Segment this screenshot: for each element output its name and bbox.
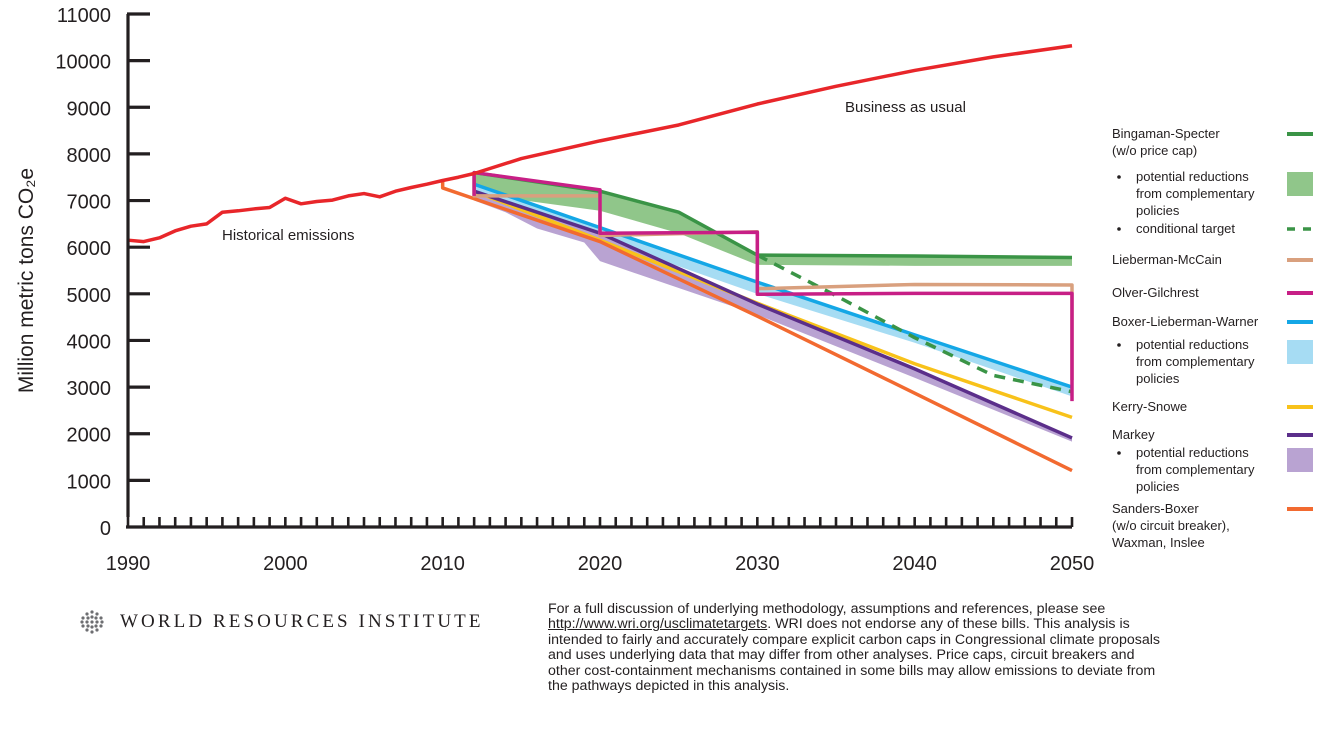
legend-swatch-box bbox=[1287, 172, 1313, 196]
note-text-before: For a full discussion of underlying meth… bbox=[548, 601, 1106, 617]
legend-entry-10-sanders-boxer: Sanders-Boxer (w/o circuit breaker), Waxma… bbox=[1112, 501, 1313, 550]
legend-label: policies bbox=[1136, 371, 1180, 386]
series-line-markey bbox=[473, 189, 1073, 440]
legend-bullet bbox=[1117, 343, 1121, 347]
legend-label: Markey bbox=[1112, 427, 1155, 442]
series-line-kerry-snowe bbox=[473, 189, 1073, 420]
x-tick-label-2030: 2030 bbox=[735, 553, 780, 575]
series-line-sanders-boxer-w-o-circuit-breaker-waxman-inslee bbox=[440, 180, 1073, 473]
legend-bullet bbox=[1117, 175, 1121, 179]
legend-swatch-box bbox=[1287, 448, 1313, 472]
methodology-link[interactable]: http://www.wri.org/usclimatetargets bbox=[548, 616, 768, 633]
legend-entry-7-kerry-snowe: Kerry-Snowe bbox=[1112, 399, 1313, 414]
legend-entry-6-potential-reductions: potential reductions from complementary po… bbox=[1117, 337, 1313, 386]
x-tick-label-2020: 2020 bbox=[578, 553, 623, 575]
legend-swatch-box bbox=[1287, 340, 1313, 364]
series-line-olver-gilchrest bbox=[472, 170, 1074, 402]
legend-label: Waxman, Inslee bbox=[1112, 535, 1205, 550]
legend-label: (w/o price cap) bbox=[1112, 143, 1197, 158]
y-tick-label-11000: 11000 bbox=[57, 5, 111, 27]
legend-label: Olver-Gilchrest bbox=[1112, 285, 1199, 300]
x-tick-label-2010: 2010 bbox=[420, 553, 465, 575]
series-line-conditional-target bbox=[756, 253, 1073, 394]
y-tick-label-9000: 9000 bbox=[67, 98, 112, 120]
legend-label: (w/o circuit breaker), bbox=[1112, 518, 1230, 533]
y-tick-label-4000: 4000 bbox=[67, 331, 112, 353]
y-tick-label-7000: 7000 bbox=[67, 192, 112, 214]
methodology-note: For a full discussion of underlying meth… bbox=[548, 601, 1168, 695]
legend-label: Boxer-Lieberman-Warner bbox=[1112, 314, 1259, 329]
wri-logo-text: WORLD RESOURCES INSTITUTE bbox=[120, 611, 484, 632]
legend-entry-0-bingaman-specter: Bingaman-Specter (w/o price cap) bbox=[1112, 126, 1313, 158]
annotation-historical-emissions: Historical emissions bbox=[222, 227, 355, 244]
series-line-business-as-usual bbox=[473, 43, 1073, 176]
legend-bullet bbox=[1117, 227, 1121, 231]
y-axis-label: Million metric tons CO₂e bbox=[15, 168, 38, 393]
legend-entry-5-boxer-lieberman-warner: Boxer-Lieberman-Warner bbox=[1112, 314, 1313, 329]
legend-label: potential reductions bbox=[1136, 337, 1249, 352]
wri-logo: WORLD RESOURCES INSTITUTE bbox=[78, 608, 484, 636]
legend-label: from complementary bbox=[1136, 462, 1255, 477]
x-tick-label-1990: 1990 bbox=[106, 553, 151, 575]
axes: 0 1000 2000 3000 4000 5000 6000 7000 8000 9000 100… bbox=[15, 5, 1094, 575]
legend-entry-9-potential-reductions: potential reductions from complementary po… bbox=[1117, 445, 1313, 494]
legend-label: Sanders-Boxer bbox=[1112, 501, 1199, 516]
y-tick-label-10000: 10000 bbox=[55, 52, 111, 74]
legend-label: from complementary bbox=[1136, 354, 1255, 369]
legend-label: potential reductions bbox=[1136, 169, 1249, 184]
legend-entry-3-lieberman-mccain: Lieberman-McCain bbox=[1112, 252, 1313, 267]
legend-label: Kerry-Snowe bbox=[1112, 399, 1187, 414]
y-tick-label-8000: 8000 bbox=[67, 145, 112, 167]
x-tick-label-2050: 2050 bbox=[1050, 553, 1095, 575]
x-tick-label-2000: 2000 bbox=[263, 553, 308, 575]
legend-label: Lieberman-McCain bbox=[1112, 252, 1222, 267]
legend-label: conditional target bbox=[1136, 221, 1235, 236]
y-tick-label-1000: 1000 bbox=[67, 471, 112, 493]
x-tick-label-2040: 2040 bbox=[892, 553, 937, 575]
legend-label: potential reductions bbox=[1136, 445, 1249, 460]
legend-entry-4-olver-gilchrest: Olver-Gilchrest bbox=[1112, 285, 1313, 300]
series-line-historical-emissions bbox=[127, 171, 475, 244]
legend-entry-2-conditional-target: conditional target bbox=[1117, 221, 1313, 236]
y-tick-label-6000: 6000 bbox=[67, 238, 112, 260]
legend-entry-1-potential-reductions: potential reductions from complementary po… bbox=[1117, 169, 1313, 218]
y-tick-label-5000: 5000 bbox=[67, 285, 112, 307]
y-tick-label-2000: 2000 bbox=[67, 425, 112, 447]
legend-label: Bingaman-Specter bbox=[1112, 126, 1220, 141]
wri-globe-icon bbox=[80, 610, 104, 634]
series-lines bbox=[127, 43, 1074, 473]
uncertainty-bands bbox=[474, 172, 1073, 442]
y-tick-label-0: 0 bbox=[100, 518, 111, 540]
note-text-after: . WRI does not endorse any of these bill… bbox=[548, 616, 1160, 695]
legend-entry-8-markey: Markey bbox=[1112, 427, 1313, 442]
legend: Bingaman-Specter (w/o price cap) potential… bbox=[1112, 126, 1313, 550]
legend-label: policies bbox=[1136, 479, 1180, 494]
y-tick-label-3000: 3000 bbox=[67, 378, 112, 400]
legend-label: policies bbox=[1136, 203, 1180, 218]
annotation-business-as-usual: Business as usual bbox=[845, 99, 966, 116]
annotations: Business as usual Historical emissions bbox=[222, 99, 966, 244]
legend-label: from complementary bbox=[1136, 186, 1255, 201]
legend-bullet bbox=[1117, 451, 1121, 455]
